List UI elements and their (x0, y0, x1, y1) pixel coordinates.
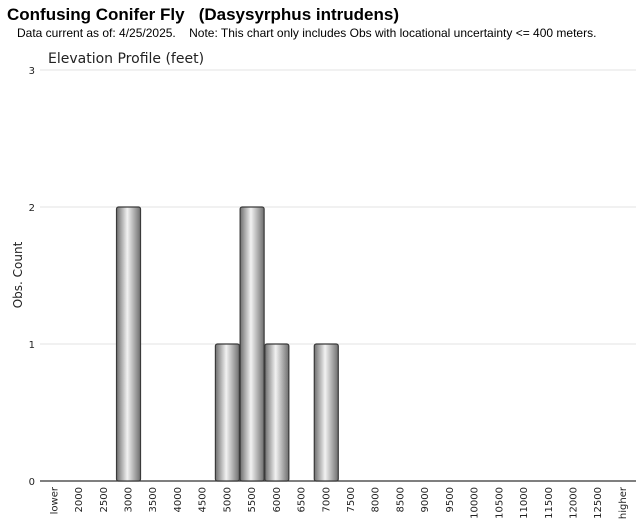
x-tick-label: 5500 (247, 487, 258, 512)
x-tick-label: 6500 (297, 487, 308, 512)
x-tick-label: 3500 (148, 487, 159, 512)
bar (264, 343, 290, 482)
data-note: Data current as of: 4/25/2025. Note: Thi… (17, 26, 597, 40)
x-tick-label: 7500 (346, 487, 357, 512)
x-tick-label: 2000 (74, 487, 85, 512)
x-tick-label: 10500 (494, 487, 505, 519)
x-tick-label: 9500 (445, 487, 456, 512)
x-tick-label: higher (618, 486, 629, 519)
chart-title: Confusing Conifer Fly (Dasysyrphus intru… (7, 5, 399, 24)
x-tick-label: 11500 (544, 487, 555, 519)
y-tick-label: 0 (29, 477, 35, 488)
x-tick-label: 8500 (395, 487, 406, 512)
y-tick-label: 1 (29, 340, 35, 351)
bar (313, 343, 339, 482)
x-tick-label: 7000 (321, 487, 332, 512)
bar (115, 206, 142, 482)
x-tick-label: 5000 (222, 487, 233, 512)
y-tick-label: 3 (29, 66, 35, 77)
x-tick-label: lower (49, 486, 60, 514)
y-tick-label: 2 (29, 203, 35, 214)
x-tick-label: 12500 (593, 487, 604, 519)
plot-title: Elevation Profile (feet) (48, 51, 204, 67)
x-tick-label: 9000 (420, 487, 431, 512)
bar (239, 206, 265, 482)
x-tick-label: 8000 (371, 487, 382, 512)
x-tick-label: 4500 (198, 487, 209, 512)
y-axis-label: Obs. Count (11, 241, 25, 308)
x-tick-label: 6000 (272, 487, 283, 512)
bar (214, 343, 240, 482)
x-tick-label: 3000 (124, 487, 135, 512)
x-tick-label: 2500 (99, 487, 110, 512)
x-tick-label: 12000 (568, 487, 579, 519)
x-tick-label: 10000 (470, 487, 481, 519)
x-tick-label: 4000 (173, 487, 184, 512)
x-tick-label: 11000 (519, 487, 530, 519)
